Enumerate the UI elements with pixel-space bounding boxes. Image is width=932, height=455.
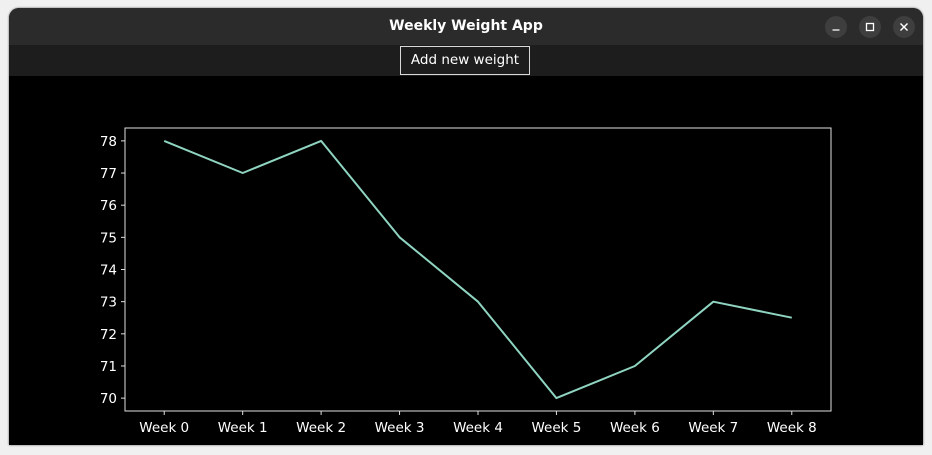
x-tick-label: Week 0 — [139, 420, 189, 436]
y-tick-label: 72 — [100, 327, 117, 343]
title-bar[interactable]: Weekly Weight App — [9, 8, 923, 45]
close-button[interactable] — [893, 16, 915, 38]
data-point — [634, 365, 636, 367]
y-tick-label: 74 — [100, 263, 117, 279]
x-tick-label: Week 3 — [375, 420, 425, 436]
add-new-weight-button[interactable]: Add new weight — [400, 46, 530, 75]
data-point — [242, 172, 244, 174]
y-tick-label: 71 — [100, 359, 117, 375]
x-tick-label: Week 6 — [610, 420, 660, 436]
x-tick-label: Week 1 — [218, 420, 268, 436]
x-tick-label: Week 4 — [453, 420, 503, 436]
data-point — [477, 301, 479, 303]
window-title: Weekly Weight App — [389, 18, 543, 34]
x-tick-label: Week 2 — [296, 420, 346, 436]
plot-frame — [124, 127, 832, 412]
weight-series-line — [163, 139, 792, 400]
maximize-icon — [865, 22, 875, 32]
data-point — [163, 140, 165, 142]
chart-area: 70 71 72 73 74 75 76 77 78 Week 0 Week 1 Week 2 Week… — [9, 76, 923, 445]
close-icon — [900, 23, 908, 31]
y-tick-label: 73 — [100, 295, 117, 311]
maximize-button[interactable] — [859, 16, 881, 38]
y-tick-label: 75 — [100, 230, 117, 246]
y-tick-label: 70 — [100, 391, 117, 407]
minimize-button[interactable] — [825, 16, 847, 38]
x-tick-label: Week 8 — [767, 420, 817, 436]
app-window: Weekly Weight App Add new weight 70 71 72 7… — [9, 8, 923, 445]
x-tick-label: Week 7 — [688, 420, 738, 436]
weight-line-chart: 70 71 72 73 74 75 76 77 78 Week 0 Week 1 Week 2 Week… — [100, 127, 832, 436]
y-tick-label: 77 — [100, 166, 117, 182]
y-tick-label: 78 — [100, 134, 117, 150]
data-point — [555, 397, 557, 399]
data-point — [791, 317, 793, 319]
x-tick-label: Week 5 — [532, 420, 582, 436]
data-point — [399, 236, 401, 238]
y-tick-label: 76 — [100, 198, 117, 214]
data-point — [712, 301, 714, 303]
data-point — [320, 140, 322, 142]
minimize-icon — [832, 29, 840, 31]
toolbar: Add new weight — [9, 45, 923, 76]
